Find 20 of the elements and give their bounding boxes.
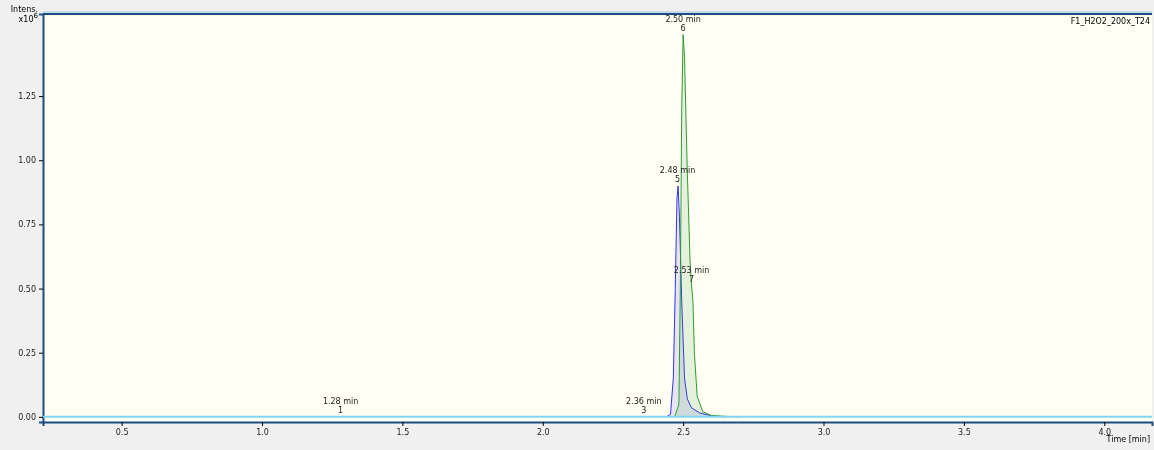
y-tick-label: 0.25 xyxy=(18,348,36,358)
x-tick-label: 3.0 xyxy=(817,427,831,437)
x-tick-label: 2.0 xyxy=(536,427,550,437)
x-tick-label: 1.5 xyxy=(396,427,410,437)
annotation: 1.28 min 1 xyxy=(322,396,359,415)
y-axis-title: Intens. x10$^{6}$ xyxy=(10,5,39,24)
chart-title: F1_H2O2_200x_T24 xyxy=(1070,17,1150,26)
y-tick-label: 0.00 xyxy=(18,412,36,422)
x-tick-label: 0.5 xyxy=(115,427,129,437)
y-tick-label: 0.75 xyxy=(18,220,36,230)
y-tick-label: 1.00 xyxy=(18,156,36,166)
annotation: 2.36 min 3 xyxy=(626,396,662,415)
x-tick-label: 2.5 xyxy=(677,427,690,437)
y-tick-label: 1.25 xyxy=(18,92,36,102)
x-tick-label: 4.0 xyxy=(1098,427,1112,437)
x-axis-title: Time [min] xyxy=(1105,435,1150,444)
x-tick-label: 1.0 xyxy=(256,427,269,437)
y-tick-label: 0.50 xyxy=(18,284,36,294)
annotation: 2.50 min 6 xyxy=(665,14,701,33)
x-tick-label: 3.5 xyxy=(958,427,971,437)
